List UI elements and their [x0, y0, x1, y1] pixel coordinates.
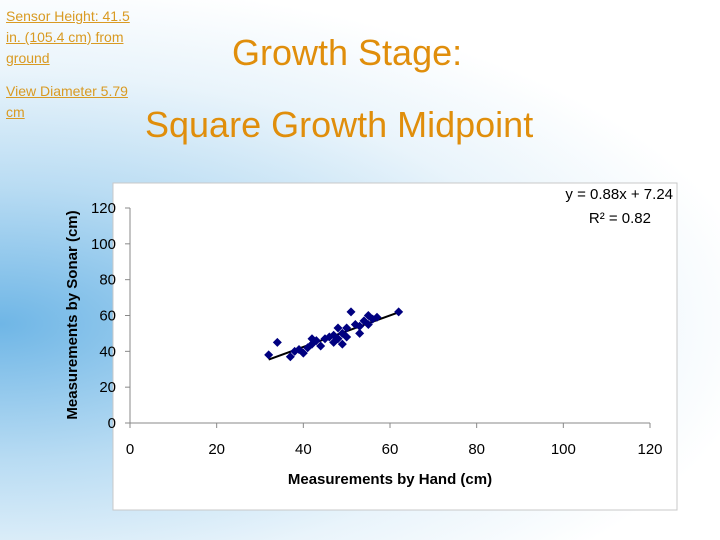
point — [272, 337, 282, 347]
x-tick-label: 0 — [126, 441, 134, 458]
point — [298, 348, 308, 358]
x-tick-label: 60 — [382, 441, 399, 458]
point — [346, 307, 356, 317]
equation: y = 0.88x + 7.24 — [565, 186, 673, 203]
point — [342, 332, 352, 342]
y-tick-label: 80 — [99, 272, 116, 289]
x-tick-label: 80 — [468, 441, 485, 458]
point — [355, 321, 365, 331]
x-tick-label: 40 — [295, 441, 312, 458]
sensor-height: Sensor Height: 41.5 in. (105.4 cm) from … — [6, 8, 130, 66]
point — [355, 328, 365, 338]
title-line1: Growth Stage: — [232, 32, 463, 73]
r-squared: R² = 0.82 — [589, 210, 651, 227]
point — [333, 334, 343, 344]
x-tick-label: 20 — [208, 441, 225, 458]
title-line2: Square Growth Midpoint — [145, 104, 534, 145]
point — [394, 307, 404, 317]
point — [333, 323, 343, 333]
y-axis-label: Measurements by Sonar (cm) — [64, 210, 81, 419]
y-tick-label: 40 — [99, 343, 116, 360]
point — [311, 336, 321, 346]
y-tick-label: 120 — [91, 200, 116, 217]
x-tick-label: 100 — [551, 441, 576, 458]
x-axis-label: Measurements by Hand (cm) — [288, 471, 492, 488]
point — [337, 339, 347, 349]
point — [342, 323, 352, 333]
point — [372, 312, 382, 322]
point — [285, 352, 295, 362]
y-tick-label: 0 — [108, 415, 116, 432]
y-tick-label: 100 — [91, 236, 116, 253]
y-tick-label: 20 — [99, 379, 116, 396]
point — [363, 319, 373, 329]
y-tick-label: 60 — [99, 308, 116, 325]
view-diameter: View Diameter 5.79 cm — [6, 83, 128, 120]
point — [316, 341, 326, 351]
point — [264, 350, 274, 360]
chart-area — [112, 182, 678, 511]
x-tick-label: 120 — [637, 441, 662, 458]
